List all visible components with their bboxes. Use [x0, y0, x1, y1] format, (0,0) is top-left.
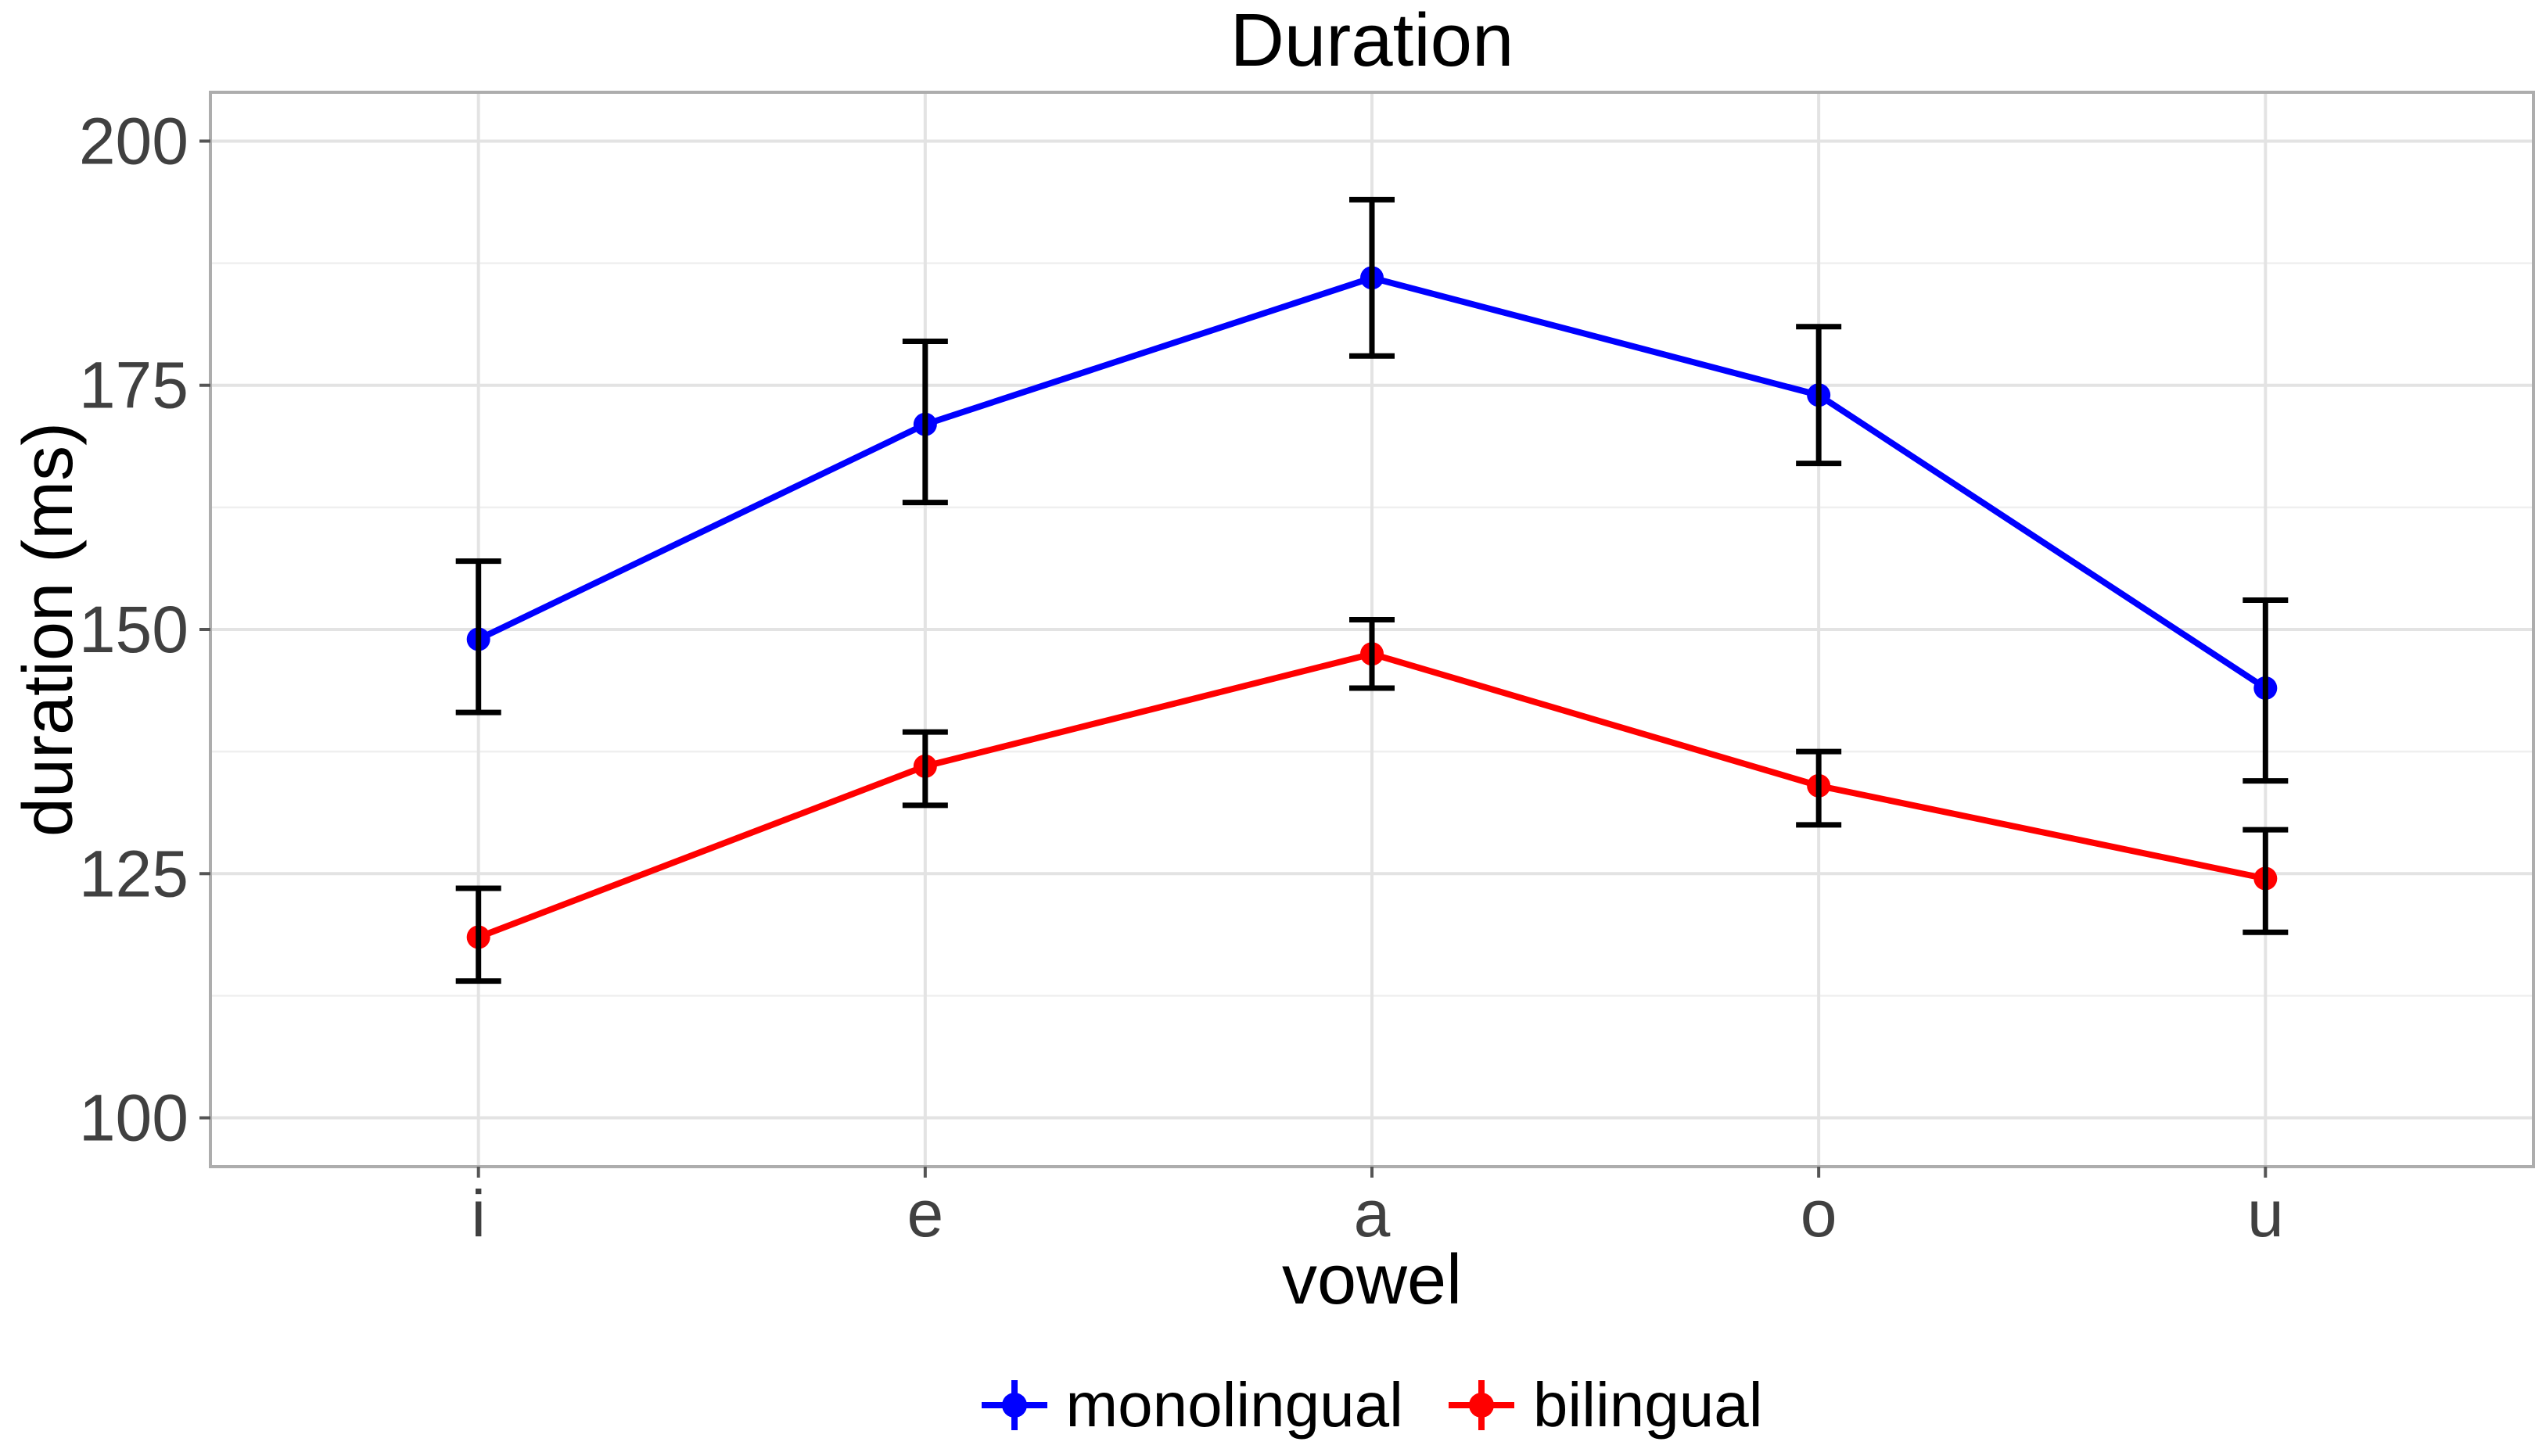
x-tick-label: i	[471, 1177, 486, 1250]
y-tick-label: 150	[79, 593, 189, 666]
legend: monolingual bilingual	[210, 1362, 2533, 1448]
x-tick-label: u	[2247, 1177, 2284, 1250]
legend-label-monolingual: monolingual	[1065, 1370, 1403, 1440]
x-axis-title: vowel	[1281, 1241, 1463, 1319]
y-tick-label: 175	[79, 349, 189, 422]
x-tick-label: e	[907, 1177, 943, 1250]
y-tick-label: 125	[79, 837, 189, 910]
legend-item-bilingual: bilingual	[1448, 1370, 1763, 1440]
monolingual-key-icon	[981, 1380, 1047, 1430]
bilingual-key-icon	[1448, 1380, 1514, 1430]
x-tick-label: a	[1354, 1177, 1391, 1250]
legend-item-monolingual: monolingual	[981, 1370, 1403, 1440]
plot-title: Duration	[1230, 0, 1514, 82]
y-axis-title: duration (ms)	[9, 421, 88, 837]
y-tick-label: 100	[79, 1081, 189, 1155]
x-tick-label: o	[1801, 1177, 1837, 1250]
y-tick-label: 200	[79, 104, 189, 178]
legend-label-bilingual: bilingual	[1532, 1370, 1763, 1440]
